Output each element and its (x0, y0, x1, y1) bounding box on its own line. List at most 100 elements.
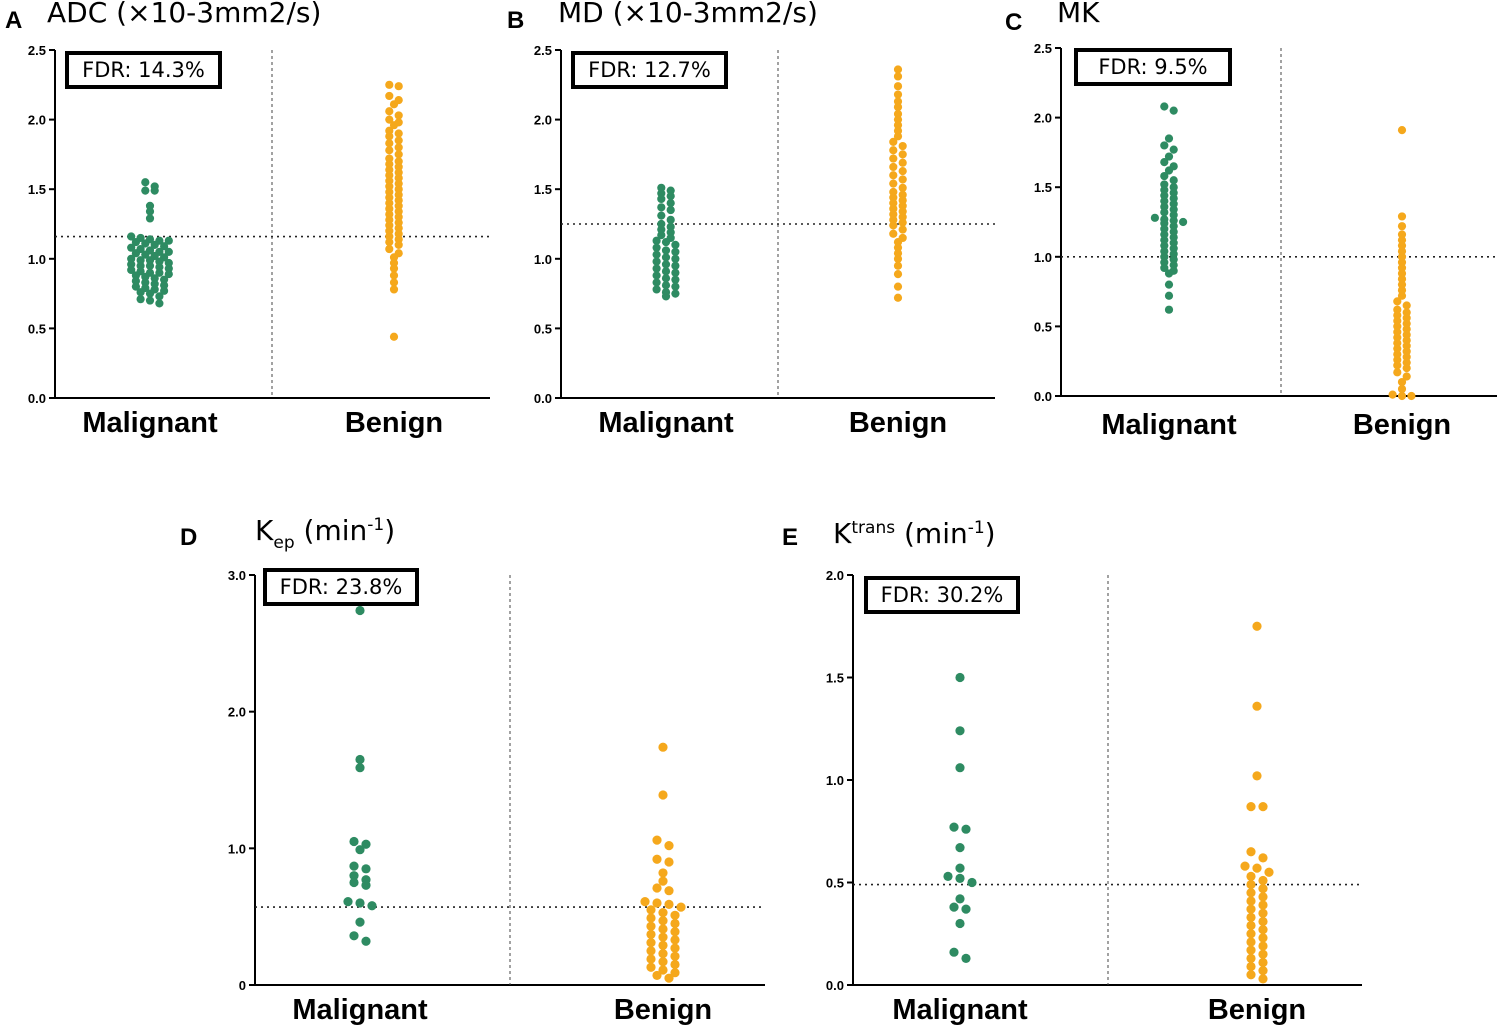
data-point-benign (1258, 802, 1268, 812)
data-point-malignant (131, 282, 140, 291)
y-tick-label: 0.5 (826, 876, 844, 891)
data-point-benign (385, 115, 394, 124)
data-point-malignant (955, 873, 965, 884)
data-point-benign (1393, 361, 1402, 370)
data-point-malignant (657, 231, 666, 240)
data-point-malignant (652, 285, 661, 294)
data-point-benign (893, 102, 903, 112)
data-point-benign (658, 876, 668, 886)
panel-letter: B (507, 7, 524, 34)
fdr-label: FDR: 9.5% (1098, 55, 1207, 79)
data-point-benign (1246, 945, 1256, 955)
data-point-malignant (1164, 166, 1174, 175)
panel-e: E Ktrans (min-1) 0.0 0.5 1.0 1.5 2.0 FDR: 30.2%… (782, 517, 1362, 1026)
data-point-benign (640, 897, 650, 907)
data-point-malignant (666, 199, 675, 208)
data-point-benign (385, 139, 394, 148)
y-tick-label: 1.0 (28, 252, 46, 267)
data-point-benign (664, 973, 674, 983)
data-point-malignant (955, 918, 965, 929)
data-point-malignant (361, 880, 371, 890)
data-point-malignant (155, 268, 164, 277)
data-point-malignant (150, 186, 159, 195)
data-point-benign (898, 183, 907, 192)
panel-b: B MD (×10-3mm2/s) 0.0 0.5 1.0 1.5 2.0 2.5 FDR: 1… (507, 0, 995, 439)
series-benign (1388, 126, 1416, 401)
data-point-benign (670, 951, 680, 961)
fdr-label: FDR: 23.8% (280, 575, 403, 599)
y-tick-label: 1.5 (1034, 180, 1052, 195)
data-point-malignant (1164, 280, 1174, 289)
data-point-malignant (160, 286, 169, 295)
data-point-malignant (1150, 213, 1159, 222)
data-point-benign (646, 946, 656, 956)
data-point-malignant (657, 203, 666, 212)
y-tick-label: 1.0 (1034, 250, 1052, 265)
data-point-benign (652, 854, 662, 864)
data-point-benign (1393, 297, 1402, 306)
data-point-benign (1258, 884, 1268, 894)
data-point-benign (1246, 953, 1256, 963)
data-point-benign (893, 293, 903, 302)
data-point-malignant (136, 295, 145, 304)
data-point-malignant (661, 246, 671, 255)
y-tick-label: 0.0 (826, 978, 844, 993)
data-point-malignant (1160, 263, 1169, 273)
y-tick-label: 2.5 (28, 43, 46, 58)
data-point-benign (1397, 384, 1407, 394)
category-label-malignant: Malignant (1101, 409, 1237, 441)
data-point-malignant (1169, 106, 1178, 115)
data-point-benign (385, 132, 394, 141)
data-point-benign (1246, 896, 1256, 906)
title-main: K (255, 514, 274, 547)
y-tick-label: 2.0 (228, 705, 246, 720)
data-point-benign (898, 158, 907, 167)
category-label-benign: Benign (345, 407, 443, 439)
data-point-benign (385, 80, 394, 89)
data-point-malignant (164, 270, 173, 279)
data-point-benign (1393, 368, 1402, 377)
data-point-benign (889, 162, 898, 172)
data-point-malignant (671, 240, 680, 249)
y-tick-label: 2.5 (534, 43, 552, 58)
data-point-benign (385, 146, 394, 155)
fdr-box-border (65, 51, 222, 89)
data-point-malignant (661, 292, 671, 301)
data-point-benign (670, 968, 680, 978)
data-point-malignant (361, 936, 371, 946)
y-tick-label: 0.0 (534, 391, 552, 406)
data-point-malignant (349, 931, 359, 941)
y-tick-label: 2.0 (826, 568, 844, 583)
title-unit: (min (895, 517, 968, 550)
data-point-malignant (127, 265, 136, 275)
y-tick-label: 1.0 (228, 841, 246, 856)
data-point-malignant (657, 211, 666, 220)
title-superscript-word: trans (851, 518, 895, 538)
data-point-benign (898, 218, 907, 227)
data-point-malignant (943, 871, 953, 881)
fdr-box-border (1074, 48, 1232, 86)
data-point-benign (658, 932, 668, 942)
data-point-benign (893, 282, 903, 291)
data-point-malignant (652, 264, 661, 273)
data-point-benign (893, 132, 903, 141)
panel-title: MK (1057, 0, 1100, 29)
category-label-benign: Benign (1353, 409, 1451, 441)
data-point-benign (1258, 941, 1268, 951)
data-point-malignant (657, 194, 666, 204)
data-point-benign (1397, 212, 1407, 221)
category-label-malignant: Malignant (292, 994, 428, 1026)
data-point-benign (1402, 364, 1411, 373)
series-benign (640, 742, 686, 983)
data-point-benign (1258, 908, 1268, 918)
data-point-benign (658, 924, 668, 934)
title-unit-close: ) (985, 517, 996, 550)
data-point-malignant (652, 271, 661, 280)
data-point-benign (1258, 974, 1268, 984)
data-point-benign (646, 921, 656, 931)
data-point-malignant (1169, 176, 1178, 185)
data-point-benign (1397, 126, 1407, 135)
data-point-benign (1407, 391, 1416, 401)
y-tick-label: 0.0 (28, 391, 46, 406)
data-point-benign (658, 907, 668, 918)
